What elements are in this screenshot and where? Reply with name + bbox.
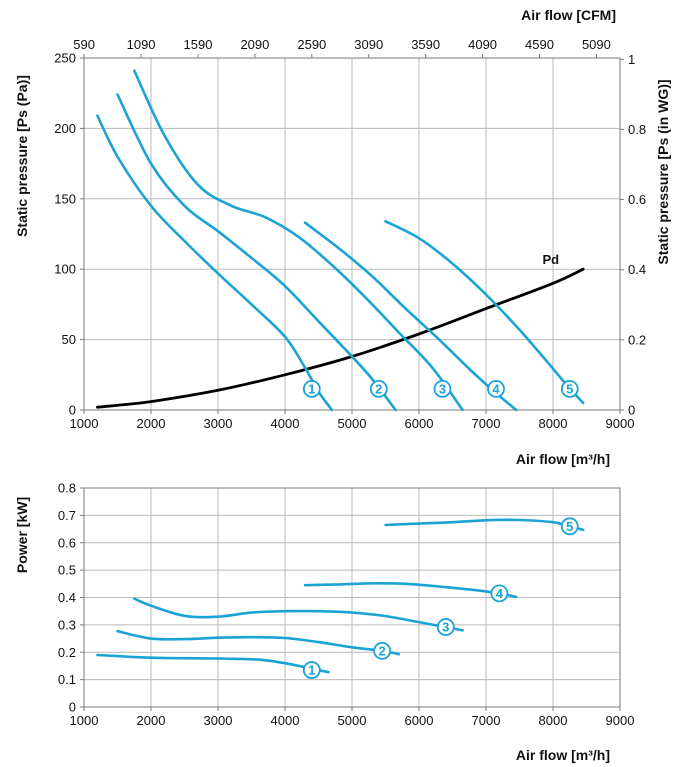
pd-curve-label: Pd xyxy=(543,252,560,267)
top-x-tick-label: 6000 xyxy=(405,416,434,431)
top-series-2-line xyxy=(116,93,397,412)
bottom-y-tick-label: 0.1 xyxy=(58,672,76,687)
bottom-series-2-line xyxy=(116,629,401,656)
bottom-x-tick-label: 2000 xyxy=(137,713,166,728)
cfm-tick-label: 590 xyxy=(73,37,95,52)
top-chart-cfm-axis-title: Air flow [CFM] xyxy=(521,7,616,23)
static-pressure-tick-labels: 1000 2000 3000 4000 5000 6000 7000 8000 90000501… xyxy=(54,37,646,431)
cfm-tick-label: 4090 xyxy=(468,37,497,52)
bottom-chart-x-axis-title: Air flow [m³/h] xyxy=(516,747,610,763)
cfm-tick-label: 2590 xyxy=(297,37,326,52)
bottom-y-tick-label: 0.6 xyxy=(58,535,76,550)
top-y-tick-label: 0 xyxy=(69,403,76,418)
in-wg-tick-label: 0.4 xyxy=(628,262,646,277)
top-plot-frame xyxy=(83,57,621,411)
top-series-4-marker-label: 4 xyxy=(492,381,500,396)
top-series-5-marker-label: 5 xyxy=(566,381,573,396)
bottom-y-tick-label: 0.7 xyxy=(58,508,76,523)
top-y-tick-label: 50 xyxy=(62,332,76,347)
top-series-4-marker xyxy=(487,379,505,398)
bottom-series-2-marker-label: 2 xyxy=(379,643,386,658)
bottom-series-5-marker xyxy=(560,517,579,536)
bottom-x-tick-label: 4000 xyxy=(271,713,300,728)
top-series-3-line xyxy=(133,69,464,412)
bottom-y-tick-label: 0.3 xyxy=(58,617,76,632)
top-series-1-marker-label: 1 xyxy=(308,381,315,396)
bottom-chart-y-axis-title: Power [kW] xyxy=(14,497,30,573)
top-chart-y2-axis-title: Static pressure [Ps (in WG)] xyxy=(655,79,671,264)
static-pressure-chart: Pd1 2 3 4 5 1000 2000 3000 4000 5000 6000 7000 8000… xyxy=(14,7,671,467)
top-series-1-marker xyxy=(302,379,321,398)
bottom-series-4-line xyxy=(303,581,518,599)
power-chart: 1 2 3 4 5 1000 2000 3000 4000 5000 6000 7000 8000 90… xyxy=(14,481,634,764)
top-series-5-line xyxy=(384,220,585,405)
top-x-tick-label: 4000 xyxy=(271,416,300,431)
top-series-2-marker-label: 2 xyxy=(375,381,382,396)
bottom-y-tick-label: 0.4 xyxy=(58,590,76,605)
bottom-series-5-line xyxy=(384,518,585,532)
top-chart-x-axis-title: Air flow [m³/h] xyxy=(516,451,610,467)
top-y-tick-label: 150 xyxy=(54,191,76,206)
cfm-tick-label: 2090 xyxy=(240,37,269,52)
bottom-series-4-marker xyxy=(490,584,509,603)
bottom-y-tick-label: 0.8 xyxy=(58,481,76,496)
cfm-tick-label: 1590 xyxy=(184,37,213,52)
power-grid xyxy=(80,487,621,711)
bottom-y-tick-label: 0.2 xyxy=(58,645,76,660)
cfm-tick-label: 1090 xyxy=(127,37,156,52)
top-x-tick-label: 2000 xyxy=(137,416,166,431)
top-x-tick-label: 7000 xyxy=(472,416,501,431)
bottom-x-tick-label: 1000 xyxy=(70,713,99,728)
top-y-tick-label: 250 xyxy=(54,51,76,66)
top-x-tick-label: 5000 xyxy=(338,416,367,431)
bottom-x-tick-label: 9000 xyxy=(606,713,635,728)
bottom-x-tick-label: 5000 xyxy=(338,713,367,728)
bottom-series-4-marker-label: 4 xyxy=(496,586,504,601)
static-pressure-grid xyxy=(80,54,624,414)
in-wg-tick-label: 0.8 xyxy=(628,122,646,137)
bottom-series-3-marker-label: 3 xyxy=(442,620,449,635)
top-series-3-marker xyxy=(433,379,452,398)
top-y-tick-label: 200 xyxy=(54,121,76,136)
bottom-x-tick-label: 6000 xyxy=(405,713,434,728)
top-x-tick-label: 9000 xyxy=(606,416,635,431)
in-wg-tick-label: 1 xyxy=(628,52,635,67)
cfm-tick-label: 4590 xyxy=(525,37,554,52)
power-tick-labels: 1000 2000 3000 4000 5000 6000 7000 8000 9000 0 0.1… xyxy=(58,481,635,729)
in-wg-tick-label: 0.6 xyxy=(628,192,646,207)
top-series-2-marker xyxy=(369,379,388,398)
top-x-tick-label: 3000 xyxy=(204,416,233,431)
bottom-series-3-line xyxy=(133,597,464,632)
in-wg-tick-label: 0 xyxy=(628,403,635,418)
bottom-plot-frame xyxy=(83,487,621,708)
bottom-series-1-line xyxy=(96,653,330,674)
pd-curve-line xyxy=(96,267,585,409)
top-series-5-marker xyxy=(560,379,579,398)
top-x-tick-label: 8000 xyxy=(539,416,568,431)
top-series-1-line xyxy=(96,114,334,412)
bottom-series-2-marker xyxy=(373,641,392,660)
top-series-3-marker-label: 3 xyxy=(439,381,446,396)
cfm-tick-label: 5090 xyxy=(582,37,611,52)
top-y-tick-label: 100 xyxy=(54,262,76,277)
top-chart-y-axis-title: Static pressure [Ps (Pa)] xyxy=(14,75,30,237)
bottom-y-tick-label: 0 xyxy=(69,700,76,715)
cfm-tick-label: 3590 xyxy=(411,37,440,52)
bottom-series-1-marker xyxy=(302,661,321,679)
cfm-tick-label: 3090 xyxy=(354,37,383,52)
power-series: 1 2 3 4 5 xyxy=(96,517,585,679)
bottom-y-tick-label: 0.5 xyxy=(58,563,76,578)
static-pressure-series: Pd 1 2 3 4 5 xyxy=(96,69,585,412)
bottom-x-tick-label: 8000 xyxy=(539,713,568,728)
bottom-x-tick-label: 3000 xyxy=(204,713,233,728)
top-series-4-line xyxy=(303,221,518,412)
bottom-series-5-marker-label: 5 xyxy=(566,519,573,534)
bottom-series-3-marker xyxy=(436,618,455,636)
top-x-tick-label: 1000 xyxy=(70,416,99,431)
bottom-x-tick-label: 7000 xyxy=(472,713,501,728)
bottom-series-1-marker-label: 1 xyxy=(308,663,315,678)
in-wg-tick-label: 0.2 xyxy=(628,332,646,347)
